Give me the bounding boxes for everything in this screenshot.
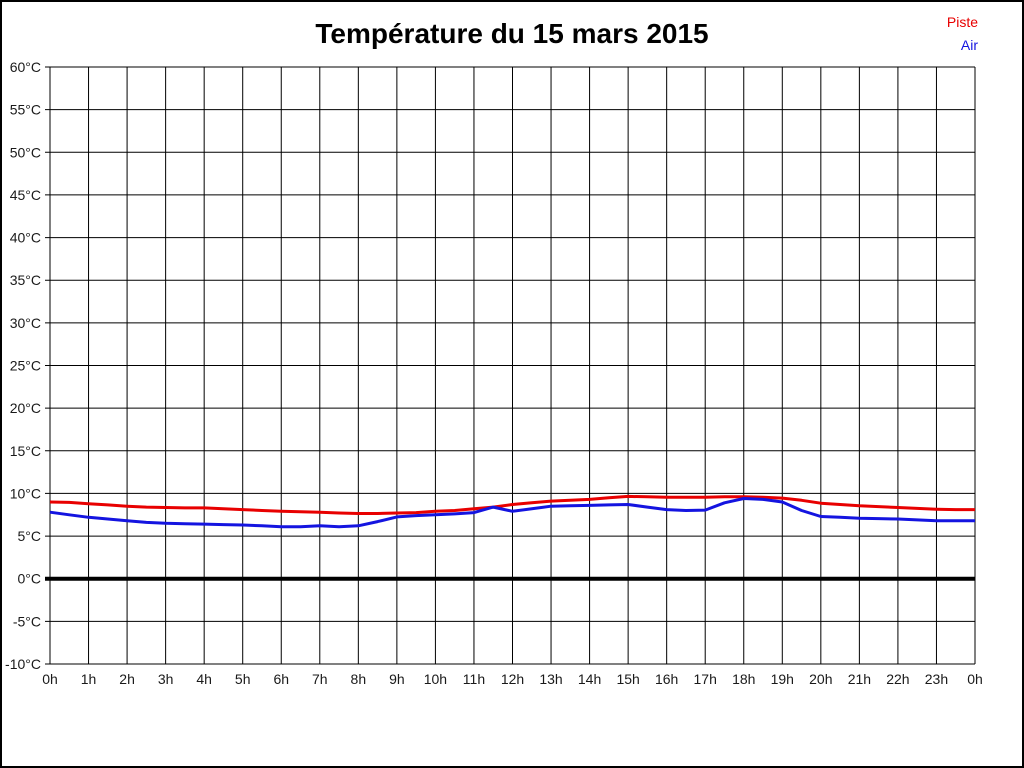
y-tick-label: 35°C	[10, 272, 41, 288]
x-tick-label: 2h	[119, 671, 135, 687]
x-tick-label: 20h	[809, 671, 832, 687]
x-tick-label: 3h	[158, 671, 174, 687]
y-tick-label: 45°C	[10, 187, 41, 203]
x-tick-label: 4h	[196, 671, 212, 687]
legend-air-label: Air	[960, 37, 978, 53]
x-tick-label: 8h	[351, 671, 367, 687]
y-tick-label: 20°C	[10, 400, 41, 416]
x-tick-label: 23h	[925, 671, 948, 687]
y-tick-label: 10°C	[10, 485, 41, 501]
y-tick-label: 15°C	[10, 443, 41, 459]
series-line-air	[49, 497, 975, 529]
x-tick-label: 12h	[501, 671, 524, 687]
y-tick-label: 60°C	[10, 59, 41, 75]
y-tick-label: -10°C	[5, 656, 41, 672]
x-tick-label: 11h	[463, 671, 485, 687]
x-tick-label: 13h	[539, 671, 562, 687]
x-tick-label: 1h	[81, 671, 97, 687]
x-tick-label: 7h	[312, 671, 328, 687]
x-tick-label: 21h	[848, 671, 871, 687]
x-tick-label: 16h	[655, 671, 678, 687]
y-tick-label: 30°C	[10, 315, 41, 331]
y-tick-label: 55°C	[10, 102, 41, 118]
x-tick-label: 22h	[886, 671, 909, 687]
y-tick-label: 40°C	[10, 230, 41, 246]
x-tick-label: 9h	[389, 671, 405, 687]
y-tick-label: 5°C	[18, 528, 42, 544]
x-tick-label: 19h	[771, 671, 794, 687]
x-tick-label: 10h	[424, 671, 447, 687]
x-tick-label: 6h	[273, 671, 289, 687]
legend: Piste Air	[947, 11, 978, 57]
y-tick-label: 0°C	[18, 571, 42, 587]
x-tick-label: 14h	[578, 671, 601, 687]
y-tick-label: 50°C	[10, 144, 41, 160]
x-tick-label: 5h	[235, 671, 251, 687]
x-tick-label: 17h	[694, 671, 717, 687]
legend-piste-label: Piste	[946, 14, 978, 30]
y-tick-label: -5°C	[13, 613, 41, 629]
x-tick-label: 15h	[616, 671, 639, 687]
x-tick-label: 18h	[732, 671, 755, 687]
series-line-piste	[49, 494, 975, 515]
y-tick-label: 25°C	[10, 358, 41, 374]
x-tick-label: 0h	[967, 671, 983, 687]
x-tick-label: 0h	[42, 671, 58, 687]
chart-title: Température du 15 mars 2015	[315, 18, 709, 49]
